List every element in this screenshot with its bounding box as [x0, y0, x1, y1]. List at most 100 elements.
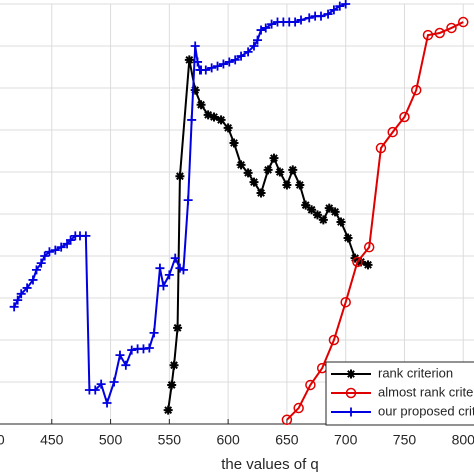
point-marker — [341, 0, 351, 9]
point-marker — [102, 398, 112, 408]
point-marker — [144, 343, 154, 353]
point-marker — [295, 180, 305, 190]
point-marker — [324, 203, 334, 213]
point-marker — [218, 59, 228, 69]
point-marker — [236, 51, 246, 61]
point-marker — [301, 200, 311, 210]
point-marker — [352, 256, 363, 268]
point-marker — [216, 115, 226, 125]
point-marker — [275, 167, 285, 177]
point-marker — [330, 207, 340, 217]
x-axis-label: the values of q — [221, 456, 319, 473]
grid: 400 450 500 550 600 650 700 750 800 — [0, 3, 474, 448]
point-marker — [173, 323, 183, 333]
point-marker — [290, 17, 300, 27]
point-marker — [296, 15, 306, 25]
x-tick-label: 500 — [99, 432, 123, 448]
point-marker — [169, 360, 179, 370]
point-marker — [193, 57, 203, 67]
point-marker — [224, 57, 234, 67]
point-marker — [446, 22, 457, 34]
point-marker — [40, 251, 50, 261]
point-marker — [31, 265, 41, 275]
x-tick-label: 800 — [452, 432, 474, 448]
point-marker — [158, 281, 168, 291]
point-marker — [316, 11, 326, 21]
point-marker — [115, 350, 125, 360]
point-marker — [149, 328, 159, 338]
point-marker — [267, 19, 277, 29]
point-marker — [56, 242, 66, 252]
point-marker — [183, 195, 193, 205]
point-marker — [50, 245, 60, 255]
legend-label: almost rank criterion — [378, 384, 474, 399]
point-marker — [213, 61, 223, 71]
point-marker — [178, 265, 188, 275]
point-marker — [243, 47, 253, 57]
x-tick-label: 750 — [393, 432, 417, 448]
point-marker — [223, 123, 233, 133]
point-marker — [81, 231, 91, 241]
point-marker — [190, 85, 200, 95]
point-marker — [399, 111, 410, 123]
point-marker — [207, 63, 217, 73]
x-tick-label: 450 — [40, 432, 64, 448]
point-marker — [304, 13, 314, 23]
point-marker — [196, 100, 206, 110]
point-marker — [261, 23, 271, 33]
point-marker — [170, 253, 180, 263]
point-marker — [164, 270, 174, 280]
point-marker — [13, 295, 23, 305]
point-marker — [307, 205, 317, 215]
point-marker — [201, 65, 211, 75]
point-marker — [209, 112, 219, 122]
x-tick-label: 600 — [216, 432, 240, 448]
series-line — [167, 59, 369, 411]
point-marker — [434, 27, 445, 39]
point-marker — [323, 9, 333, 19]
point-marker — [282, 180, 292, 190]
point-marker — [345, 387, 357, 399]
point-marker — [288, 165, 298, 175]
point-marker — [36, 258, 46, 268]
point-marker — [422, 29, 434, 41]
point-marker — [236, 160, 246, 170]
legend: rank criterion almost rank criterion our p… — [325, 361, 474, 426]
x-tick-label: 400 — [0, 432, 5, 448]
point-marker — [243, 168, 253, 178]
point-marker — [253, 35, 263, 45]
legend-label: rank criterion — [378, 365, 453, 380]
plot-area — [9, 0, 469, 426]
point-marker — [190, 41, 200, 51]
x-tick-label: 550 — [158, 432, 182, 448]
point-marker — [22, 283, 32, 293]
series-line — [286, 21, 464, 421]
point-marker — [28, 275, 38, 285]
legend-label: our proposed criterion — [378, 403, 474, 418]
point-marker — [363, 260, 373, 270]
point-marker — [229, 138, 239, 148]
point-marker — [127, 345, 137, 355]
point-marker — [356, 257, 366, 267]
point-marker — [249, 177, 259, 187]
point-marker — [44, 247, 54, 257]
x-tick-label: 650 — [275, 432, 299, 448]
point-marker — [318, 215, 328, 225]
point-marker — [410, 84, 422, 96]
point-marker — [263, 165, 273, 175]
point-marker — [335, 1, 345, 11]
point-marker — [249, 41, 259, 51]
point-marker — [328, 334, 340, 346]
point-marker — [329, 5, 339, 15]
point-marker — [167, 380, 177, 390]
point-marker — [184, 55, 194, 65]
point-marker — [457, 16, 469, 28]
point-marker — [346, 407, 356, 417]
point-marker — [343, 233, 353, 243]
point-marker — [96, 379, 106, 389]
x-tick-label: 700 — [334, 432, 358, 448]
point-marker — [305, 379, 316, 391]
point-marker — [281, 414, 293, 426]
point-marker — [256, 25, 266, 35]
